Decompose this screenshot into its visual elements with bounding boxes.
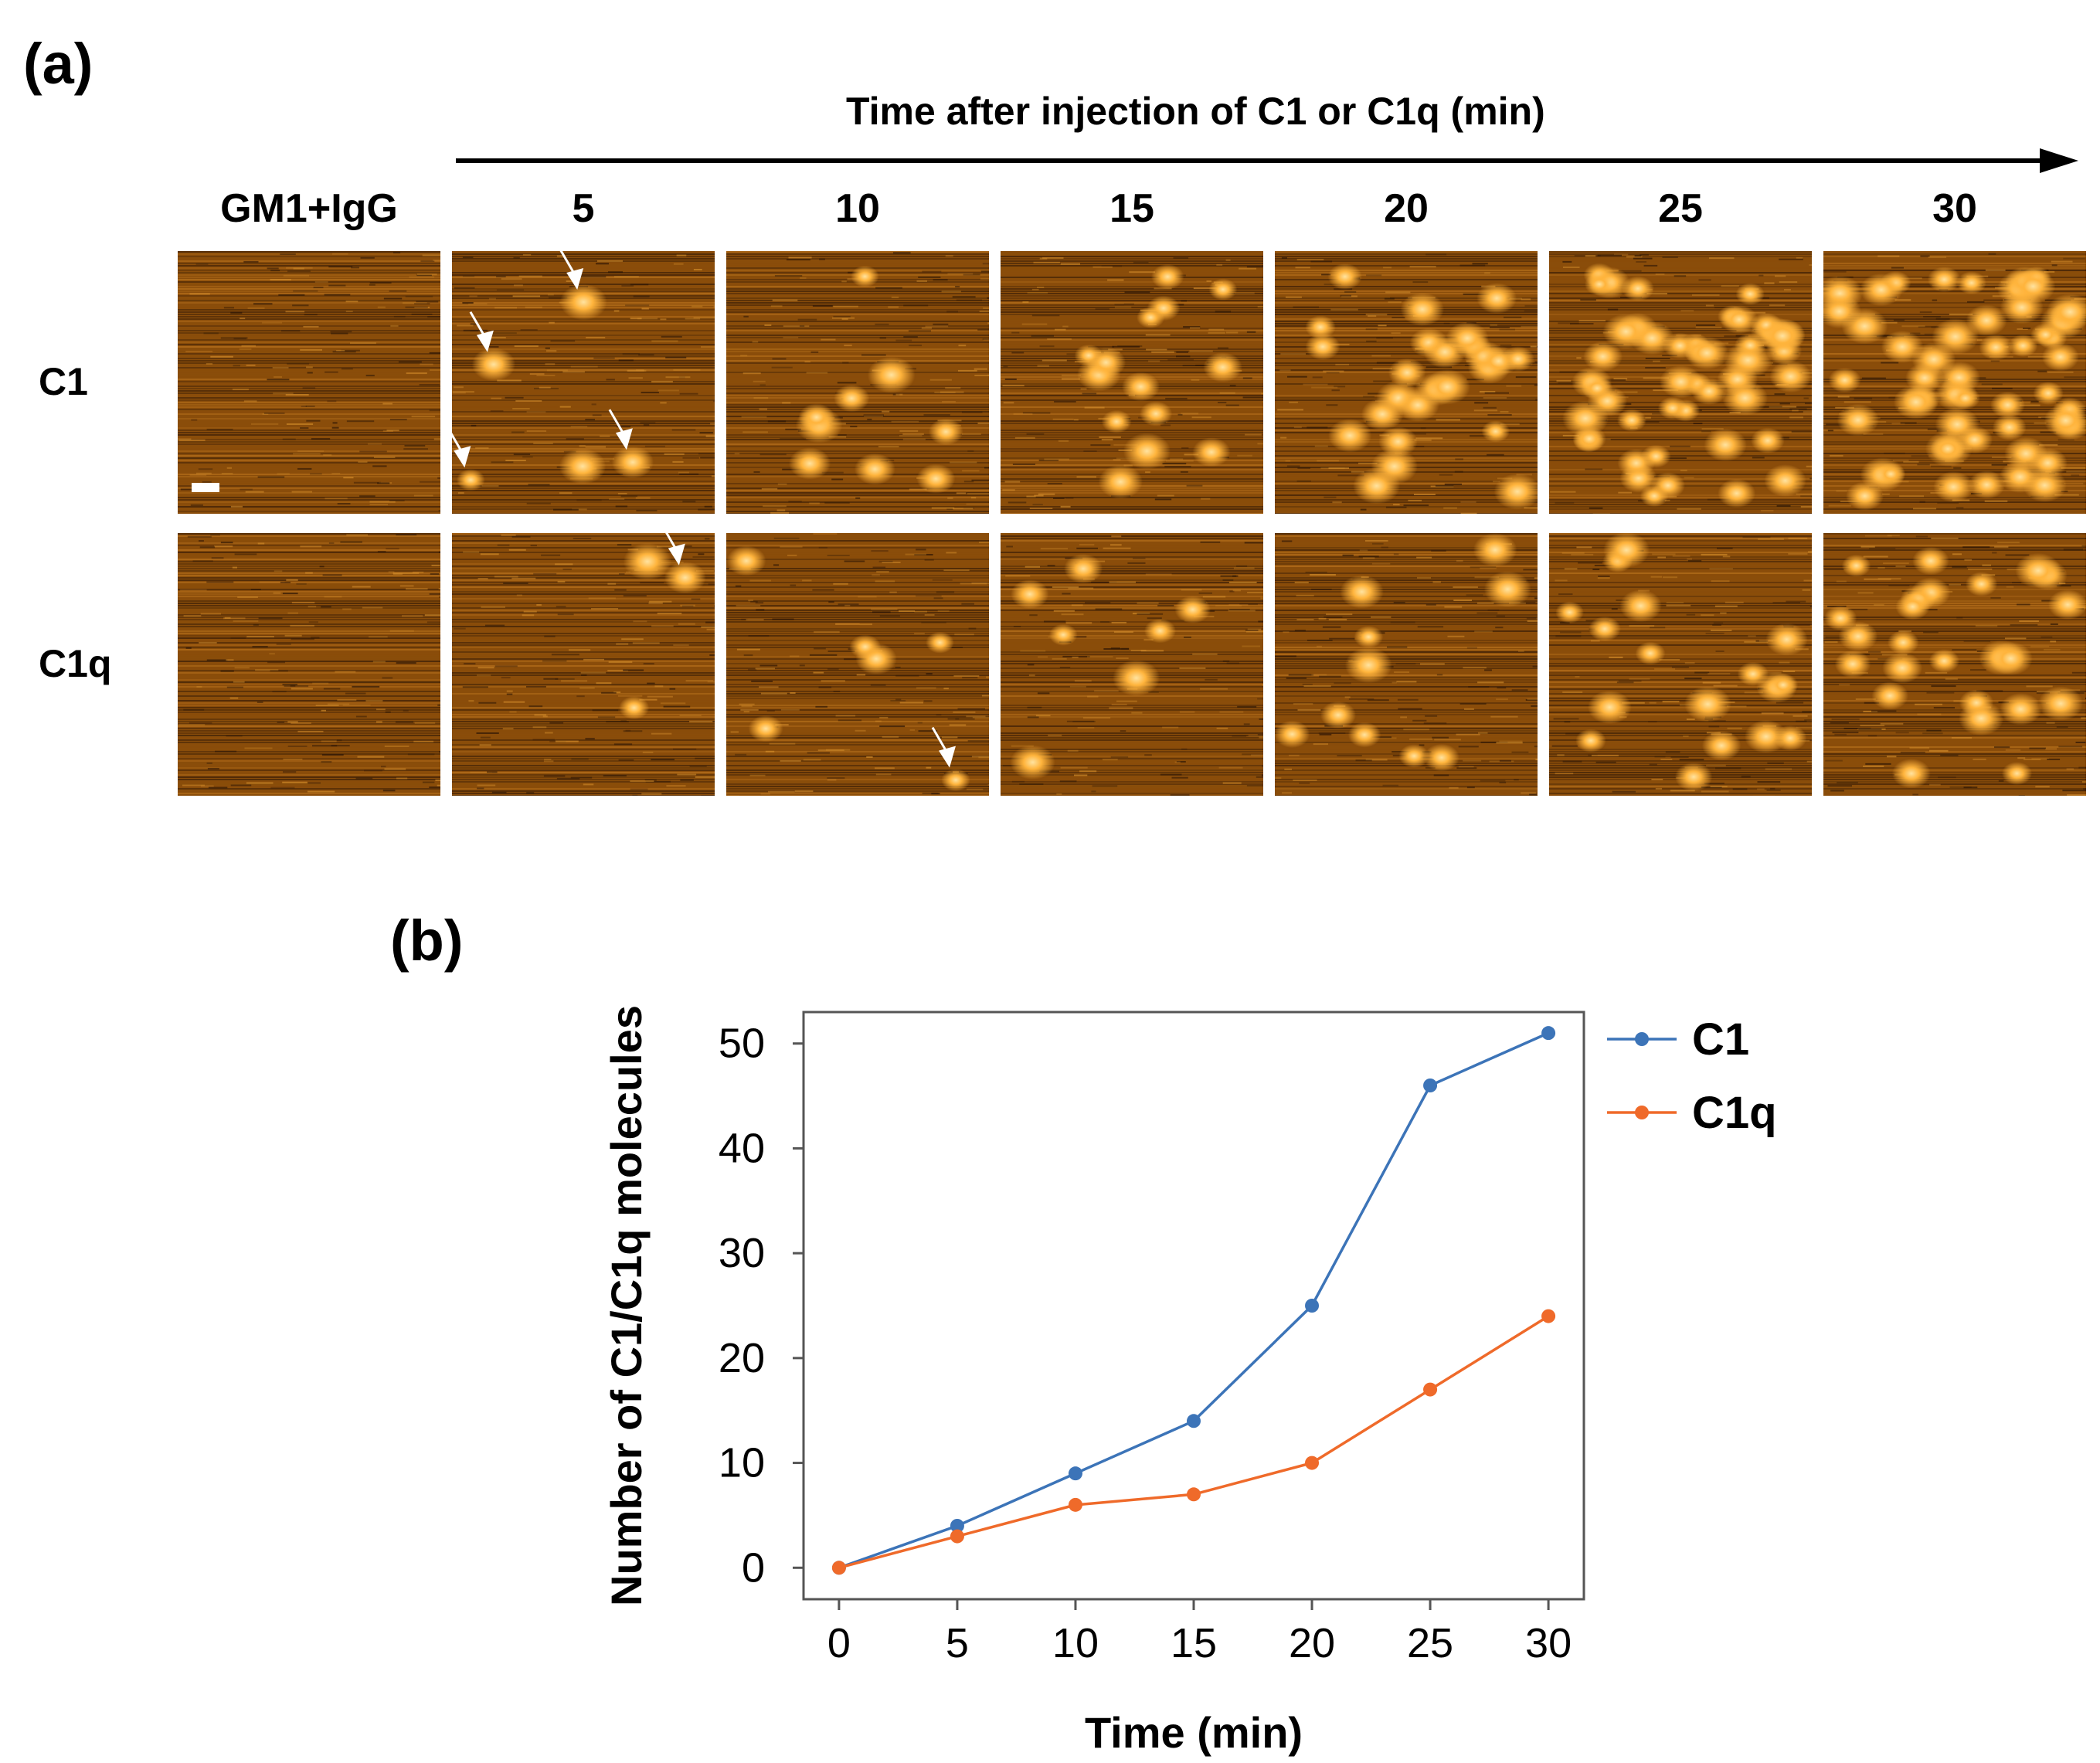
afm-image-c1q-10 [726, 533, 989, 796]
x-tick-label: 10 [1052, 1620, 1099, 1666]
x-axis: 0 5 10 15 20 25 30 [827, 1599, 1572, 1666]
y-axis: 0 10 20 30 40 50 [719, 1021, 804, 1591]
data-point-c1 [1305, 1299, 1320, 1313]
x-tick-label: 5 [946, 1620, 969, 1666]
afm-image-c1-20 [1275, 251, 1538, 514]
data-point-c1q [1187, 1487, 1201, 1502]
x-tick-label: 25 [1407, 1620, 1453, 1666]
afm-image-c1q-15 [1001, 533, 1263, 796]
x-axis-label: Time (min) [1085, 1708, 1303, 1757]
x-tick-label: 20 [1289, 1620, 1335, 1666]
column-label-30: 30 [1932, 186, 1977, 231]
afm-image-c1q-gm1-igg [178, 533, 440, 796]
x-tick-label: 15 [1171, 1620, 1217, 1666]
data-point-c1q [1423, 1382, 1438, 1397]
legend-label: C1 [1692, 1014, 1749, 1065]
column-label-5: 5 [572, 186, 595, 231]
afm-image-c1q-25 [1549, 533, 1812, 796]
data-point-c1q [950, 1529, 964, 1544]
y-axis-label: Number of C1/C1q molecules [602, 1005, 651, 1606]
data-point-c1q [1305, 1456, 1320, 1470]
data-point-c1 [1187, 1414, 1201, 1428]
y-tick-label: 40 [719, 1125, 765, 1171]
afm-image-c1q-5 [452, 533, 715, 796]
legend-label: C1q [1692, 1088, 1777, 1138]
data-point-c1 [1068, 1466, 1082, 1481]
data-point-c1 [1423, 1079, 1438, 1092]
column-label-25: 25 [1658, 186, 1703, 231]
data-point-c1q [831, 1561, 846, 1575]
time-axis-header: Time after injection of C1 or C1q (min) [846, 90, 1545, 133]
y-tick-label: 20 [719, 1335, 765, 1381]
y-tick-label: 30 [719, 1230, 765, 1276]
afm-image-c1q-30 [1823, 533, 2086, 796]
afm-image-c1-10 [726, 251, 989, 514]
afm-image-c1-15 [1001, 251, 1263, 514]
time-axis-arrow [456, 148, 2078, 173]
y-tick-label: 50 [719, 1021, 765, 1067]
afm-image-c1-25 [1549, 251, 1812, 514]
y-tick-label: 0 [742, 1544, 765, 1591]
column-label-control: GM1+IgG [220, 186, 398, 231]
column-label-15: 15 [1109, 186, 1154, 231]
afm-image-c1-5 [452, 251, 715, 514]
panel-a-label: (a) [23, 32, 93, 96]
afm-image-c1-gm1-igg [178, 251, 440, 514]
data-point-c1q [1541, 1309, 1556, 1323]
x-tick-label: 30 [1525, 1620, 1572, 1666]
column-label-20: 20 [1384, 186, 1429, 231]
series-group [831, 1026, 1556, 1575]
x-tick-label: 0 [827, 1620, 851, 1666]
y-tick-label: 10 [719, 1440, 765, 1486]
panel-b-label: (b) [390, 909, 464, 973]
data-point-c1 [1541, 1026, 1556, 1041]
data-point-c1 [950, 1519, 964, 1533]
row-label-c1q: C1q [39, 642, 112, 685]
data-point-c1q [1068, 1497, 1082, 1512]
afm-image-c1q-20 [1275, 533, 1538, 796]
legend-marker [1635, 1032, 1649, 1046]
afm-image-c1-30 [1823, 251, 2086, 514]
legend-marker [1635, 1106, 1649, 1119]
column-label-10: 10 [835, 186, 880, 231]
plot-frame [802, 1011, 1585, 1601]
row-label-c1: C1 [39, 360, 88, 403]
